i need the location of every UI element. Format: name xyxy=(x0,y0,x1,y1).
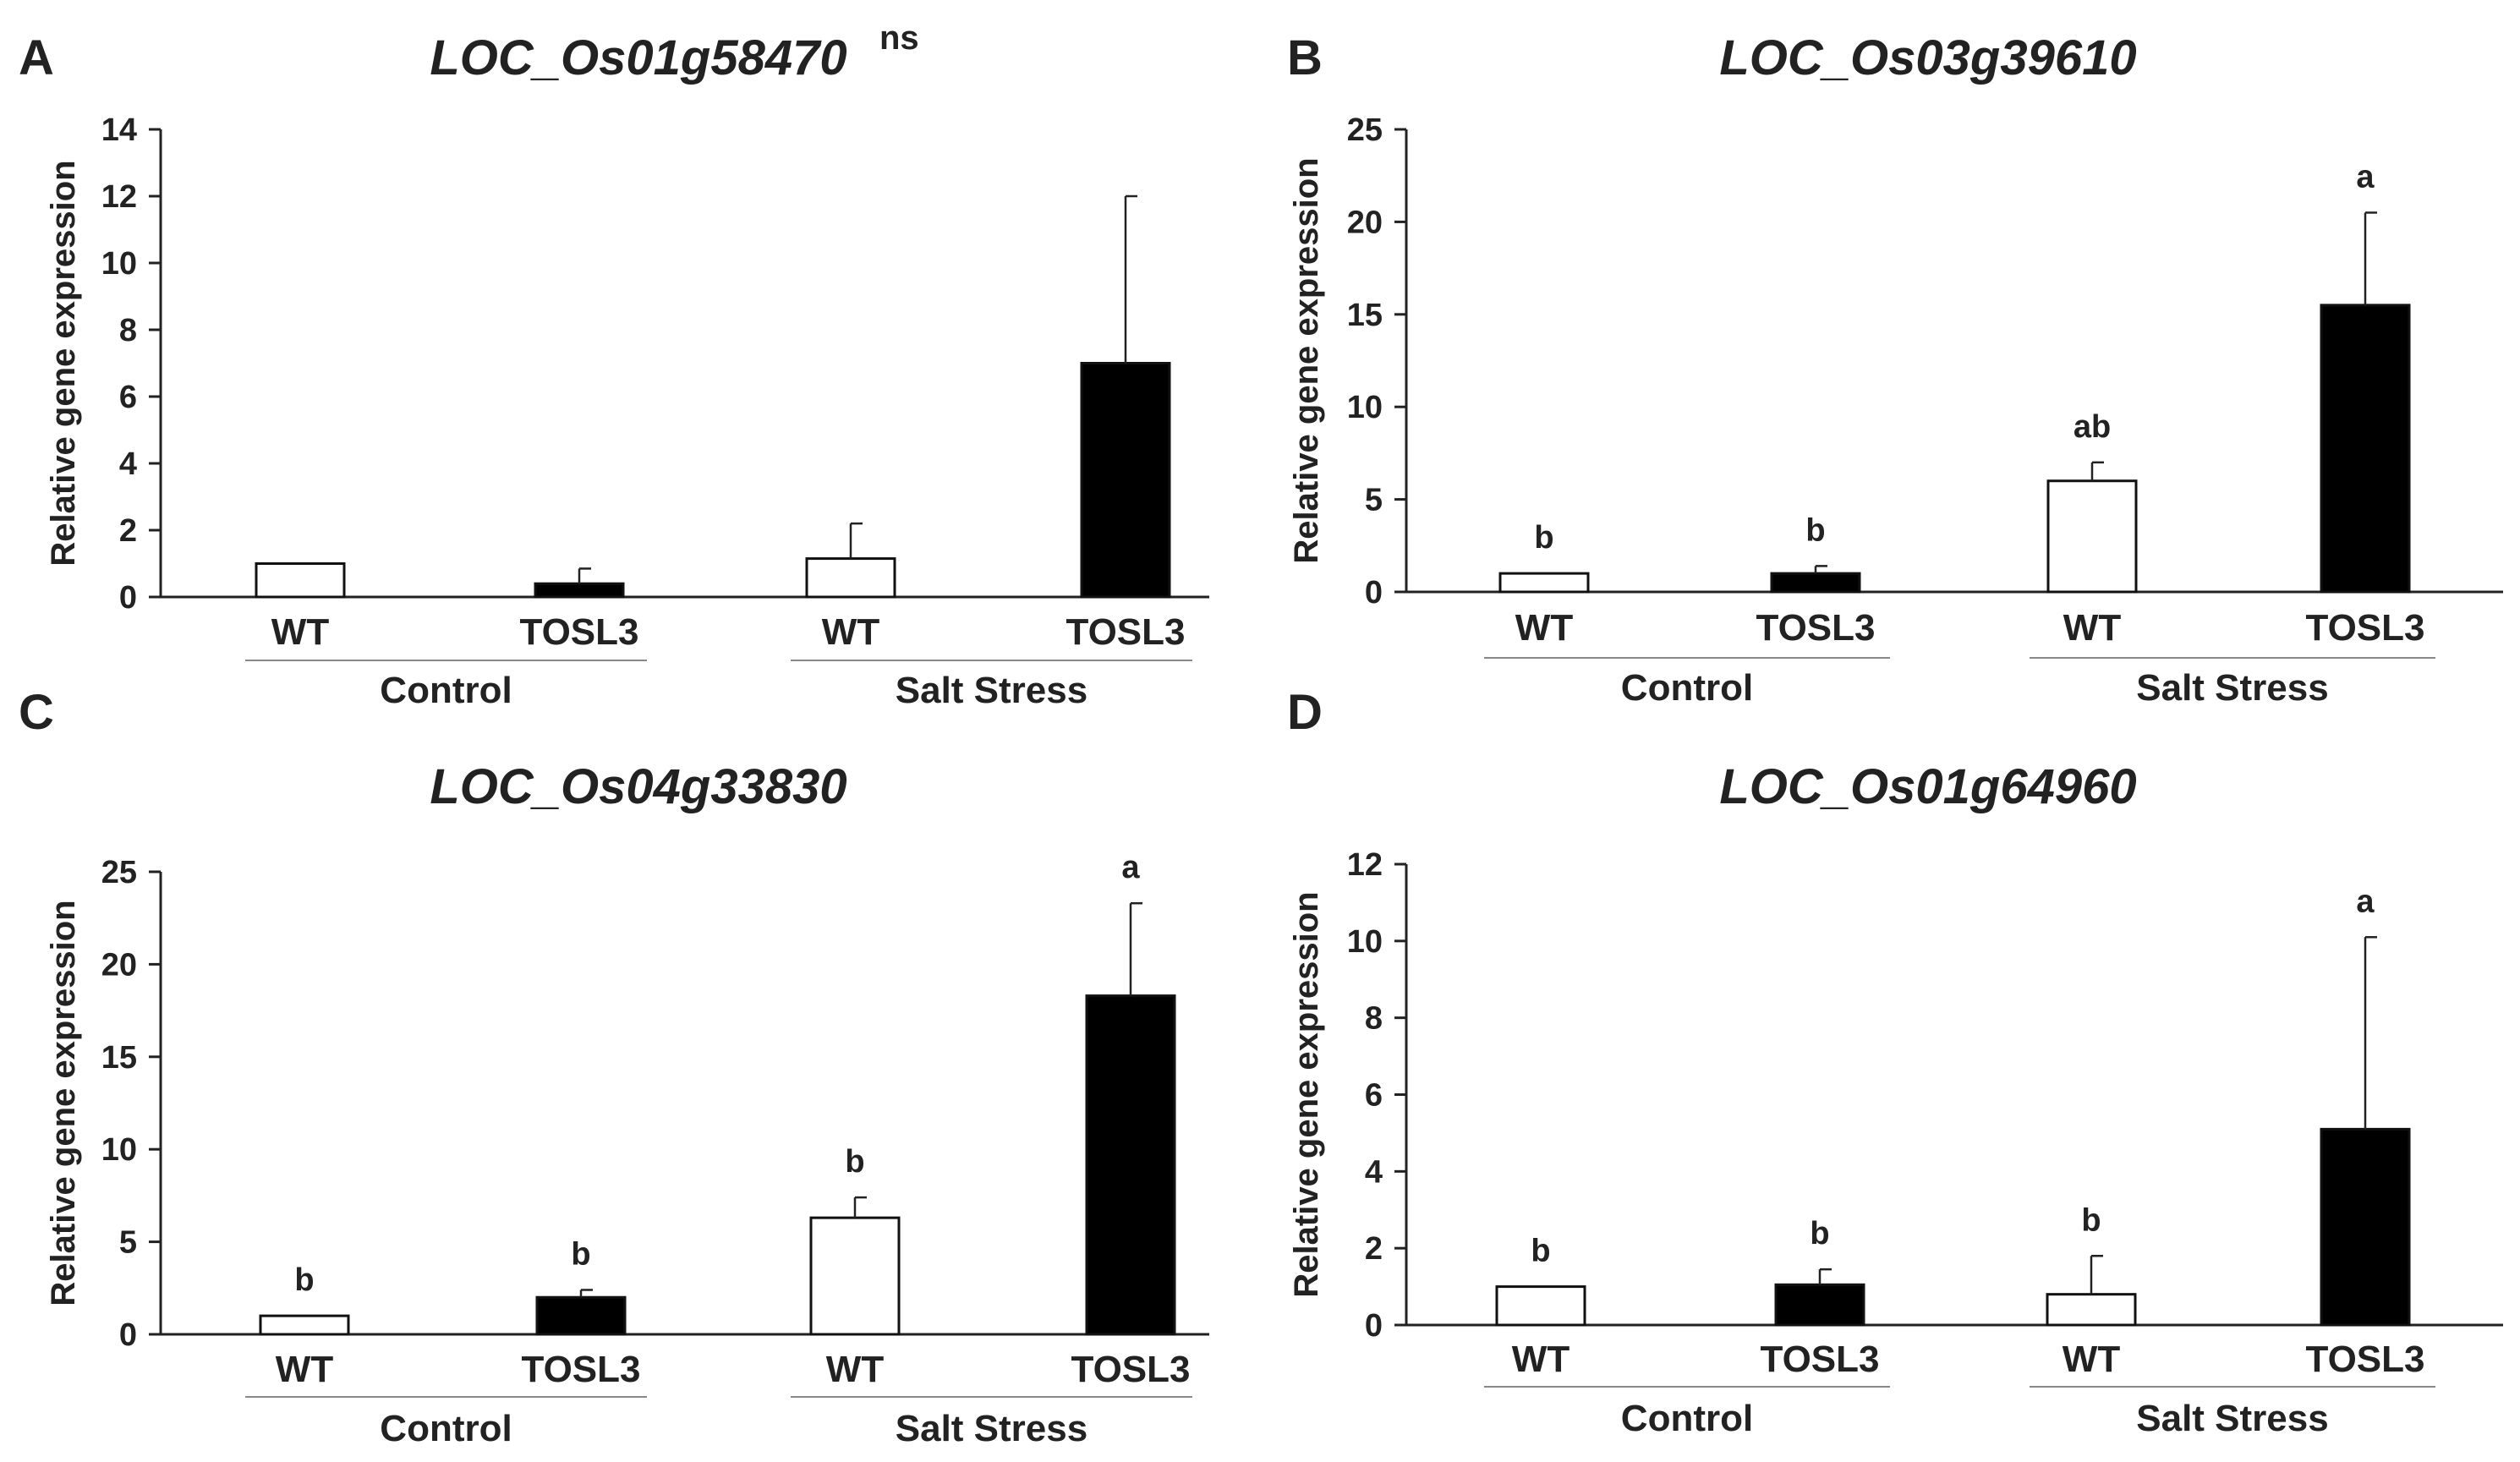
panel-b: B LOC_Os03g39610 Relative gene expression 0… xyxy=(1287,30,2503,709)
group-label: Salt Stress xyxy=(896,670,1087,711)
x-tick-label: WT xyxy=(1512,1339,1570,1380)
y-tick-label: 12 xyxy=(1347,847,1383,883)
x-tick-label: TOSL3 xyxy=(519,611,638,653)
x-tick-label: WT xyxy=(276,1349,334,1390)
significance-label: b xyxy=(2081,1202,2101,1238)
panel-letter: A xyxy=(19,30,54,85)
y-tick-label: 20 xyxy=(1347,205,1383,240)
x-tick-label: WT xyxy=(271,611,330,653)
panel-letter: C xyxy=(19,685,54,740)
y-axis-label: Relative gene expression xyxy=(1288,157,1325,563)
bar xyxy=(1080,362,1171,599)
x-tick-label: WT xyxy=(822,611,880,653)
x-tick-label: TOSL3 xyxy=(1071,1349,1190,1390)
x-tick-label: TOSL3 xyxy=(1756,607,1875,649)
group-label: Control xyxy=(1621,1398,1753,1439)
y-tick-label: 14 xyxy=(101,112,137,148)
y-tick-label: 12 xyxy=(101,179,137,215)
y-tick-label: 10 xyxy=(101,1132,137,1168)
chart-title: LOC_Os01g64960 xyxy=(1719,759,2136,814)
y-axis-label: Relative gene expression xyxy=(1288,891,1325,1297)
y-tick-label: 2 xyxy=(119,513,137,549)
panel-d: D LOC_Os01g64960 Relative gene expression 0… xyxy=(1287,685,2503,1439)
y-tick-label: 15 xyxy=(101,1040,137,1076)
y-tick-label: 10 xyxy=(1347,390,1383,425)
y-tick-label: 4 xyxy=(1365,1154,1383,1190)
y-axis-label: Relative gene expression xyxy=(45,160,82,566)
significance-label: b xyxy=(294,1262,314,1298)
bar xyxy=(2320,1127,2411,1327)
bar xyxy=(805,557,896,599)
x-tick-label: TOSL3 xyxy=(1760,1339,1879,1380)
significance-label: b xyxy=(1534,520,1553,556)
y-tick-label: 5 xyxy=(119,1225,137,1261)
group-label: Salt Stress xyxy=(2136,1398,2328,1439)
bar xyxy=(259,1314,350,1336)
y-tick-label: 8 xyxy=(119,313,137,348)
y-tick-label: 6 xyxy=(119,380,137,415)
y-tick-label: 25 xyxy=(1347,112,1383,148)
bar xyxy=(1498,572,1590,594)
chart-title: LOC_Os03g39610 xyxy=(1719,30,2136,85)
y-tick-label: 5 xyxy=(1365,483,1383,518)
bar xyxy=(1495,1285,1586,1327)
y-tick-label: 10 xyxy=(1347,924,1383,960)
y-tick-label: 0 xyxy=(119,1317,137,1353)
bar xyxy=(809,1216,901,1336)
panel-letter: B xyxy=(1287,30,1323,85)
panel-c: C LOC_Os04g33830 Relative gene expression 0… xyxy=(19,685,1209,1449)
y-tick-label: 10 xyxy=(101,246,137,282)
significance-label: b xyxy=(571,1236,590,1272)
y-tick-label: 0 xyxy=(1365,1308,1383,1344)
y-tick-label: 20 xyxy=(101,947,137,983)
bar xyxy=(255,562,346,599)
significance-label: a xyxy=(2356,159,2375,194)
group-label: Control xyxy=(380,1408,512,1449)
x-tick-label: WT xyxy=(826,1349,885,1390)
group-label: Control xyxy=(1621,667,1753,709)
group-label: Control xyxy=(380,670,512,711)
panel-letter: D xyxy=(1287,685,1323,740)
bar xyxy=(1774,1283,1865,1327)
x-tick-label: WT xyxy=(2063,607,2122,649)
group-label: Salt Stress xyxy=(896,1408,1087,1449)
significance-label: ab xyxy=(2074,409,2111,445)
significance-label: a xyxy=(2356,884,2375,919)
significance-label: b xyxy=(845,1144,864,1180)
y-tick-label: 15 xyxy=(1347,298,1383,333)
significance-label: b xyxy=(1531,1234,1550,1269)
x-tick-label: WT xyxy=(2063,1339,2121,1380)
bar xyxy=(2046,479,2138,594)
significance-label: a xyxy=(1121,850,1140,885)
bar xyxy=(535,1295,627,1336)
bar xyxy=(1085,994,1176,1336)
chart-title: LOC_Os01g58470 xyxy=(430,30,846,85)
x-tick-label: WT xyxy=(1515,607,1574,649)
y-tick-label: 8 xyxy=(1365,1001,1383,1037)
y-tick-label: 6 xyxy=(1365,1078,1383,1114)
chart-title: LOC_Os04g33830 xyxy=(430,759,846,814)
bar xyxy=(1770,572,1861,594)
y-tick-label: 4 xyxy=(119,446,137,482)
bar xyxy=(534,582,625,599)
x-tick-label: TOSL3 xyxy=(521,1349,640,1390)
bar xyxy=(2046,1293,2137,1327)
panel-a: A LOC_Os01g58470 ns Relative gene expressio… xyxy=(19,19,1209,711)
y-tick-label: 0 xyxy=(1365,575,1383,611)
significance-label: b xyxy=(1810,1216,1829,1251)
x-tick-label: TOSL3 xyxy=(2305,1339,2424,1380)
group-label: Salt Stress xyxy=(2136,667,2328,709)
y-axis-label: Relative gene expression xyxy=(45,900,82,1306)
y-tick-label: 25 xyxy=(101,855,137,890)
y-tick-label: 2 xyxy=(1365,1231,1383,1267)
significance-label: b xyxy=(1805,512,1825,548)
x-tick-label: TOSL3 xyxy=(2305,607,2424,649)
x-tick-label: TOSL3 xyxy=(1066,611,1185,653)
title-superscript: ns xyxy=(879,19,919,57)
bar xyxy=(2320,304,2411,594)
y-tick-label: 0 xyxy=(119,580,137,616)
